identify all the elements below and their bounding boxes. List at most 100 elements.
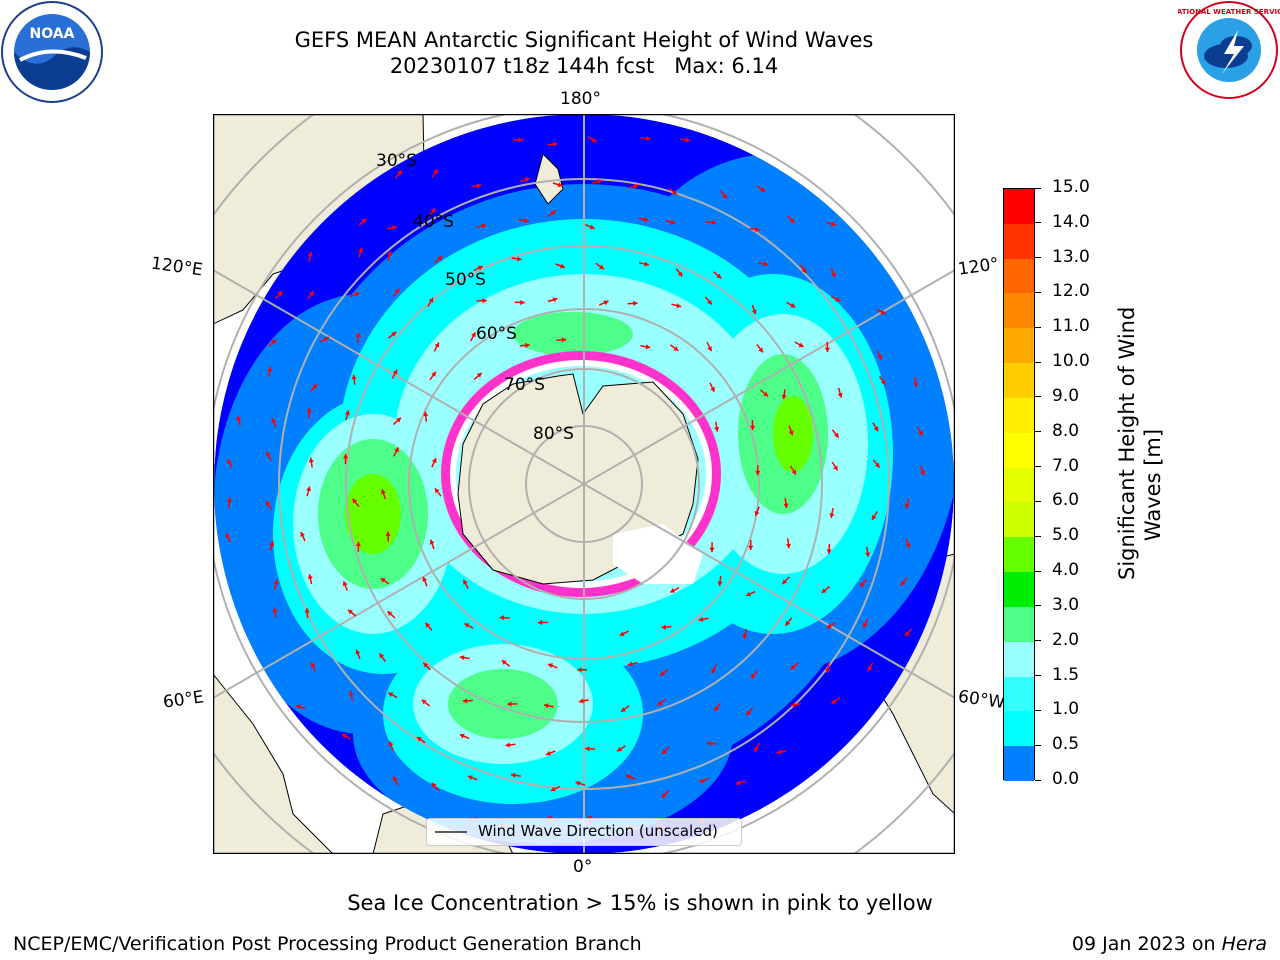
wind-arrow-head [722,193,727,199]
wind-arrow-head [560,263,565,269]
colorbar-tick-mark [1035,779,1041,781]
wind-arrow-head [267,366,273,372]
wind-arrow-head [225,533,231,539]
wind-arrow-head [710,386,715,392]
wind-arrow-head [416,737,422,742]
wind-arrow-head [546,750,551,756]
wind-arrow-head [428,297,434,303]
wind-arrow-head [717,581,723,586]
wind-arrow-head [392,225,397,231]
wind-arrow-head [617,746,623,752]
colorbar-tick-mark [1035,709,1041,711]
colorbar-tick-mark [1035,500,1041,502]
wind-arrow-head [342,734,347,739]
wind-arrow-head [867,666,873,672]
wind-arrow-head [307,574,313,579]
wind-arrow-head [552,141,558,147]
wind-arrow-head [507,701,512,707]
colorbar-cell [1004,502,1034,538]
colorbar-tick-mark [1035,535,1041,537]
colorbar-tick-mark [1035,675,1041,677]
wind-arrow-head [628,661,633,667]
wind-arrow-head [874,462,880,468]
wind-arrow-head [271,339,277,345]
colorbar-cell [1004,432,1034,469]
wind-arrow-head [388,741,394,747]
lat-label-70: 70°S [504,375,545,395]
wind-arrow-head [361,218,367,224]
colorbar-cell [1004,189,1034,225]
wind-arrow-head [905,543,911,549]
wind-arrow-head [880,379,886,385]
wind-arrow-head [904,503,910,509]
wind-arrow-head [603,300,609,306]
wind-arrow-head [589,224,595,230]
wind-arrow-head [429,539,435,545]
wind-arrow-head [699,778,705,783]
wind-arrow-head [824,347,830,352]
colorbar-tick-mark [1035,640,1041,642]
wind-arrow-head [236,415,242,421]
wind-arrow-head [304,608,310,613]
colorbar-tick-mark [1035,570,1041,572]
lon-label-0: 0° [573,857,593,877]
wind-arrow-head [471,332,476,338]
wind-arrow-head [482,298,487,304]
wind-arrow-head [646,135,651,141]
wind-arrow-head [755,470,761,476]
wind-arrow-head [860,582,865,588]
wind-arrow-head [430,208,436,214]
wind-arrow-head [746,591,752,597]
wind-arrow-head [711,668,717,674]
wind-arrow-head [323,337,329,342]
chart-title: GEFS MEAN Antarctic Significant Height o… [0,27,1168,79]
colorbar-tick-label: 15.0 [1052,177,1090,197]
wind-arrow-head [524,218,529,224]
wind-arrow-head [550,210,556,216]
wind-arrow-head [599,264,604,270]
wind-arrow-head [619,631,625,636]
wind-arrow-head [751,309,757,315]
colorbar-tick-label: 9.0 [1052,385,1080,406]
wind-arrow-head [785,620,791,626]
wind-arrow-head [394,288,400,294]
wind-arrow-head [591,137,597,142]
colorbar-tick-mark [1035,326,1041,328]
wind-arrow-head [763,391,769,397]
colorbar-label-line1: Significant Height of Wind [1115,306,1139,580]
wind-arrow-head [295,704,301,710]
wind-arrow-head [510,772,516,778]
wind-arrow-head [355,649,361,655]
legend-label: Wind Wave Direction (unscaled) [478,822,718,840]
wind-arrow-head [434,488,440,494]
wind-arrow-head [387,611,393,616]
wind-arrow-head [537,619,543,626]
nws-logo: NATIONAL WEATHER SERVICE [1171,0,1280,100]
new-zealand-land [534,153,564,205]
colorbar-tick-mark [1035,466,1041,468]
wind-arrow-head [423,662,429,668]
wind-arrow-head [742,634,748,639]
wind-arrow-head [397,170,402,176]
colorbar-tick-label: 7.0 [1052,455,1080,476]
wind-arrow-head [751,673,756,679]
wind-arrow-head [633,300,638,306]
wind-arrow-head [801,268,807,274]
lat-label-30: 30°S [376,151,417,171]
colorbar-cell [1004,293,1034,329]
wind-arrow-head [226,497,232,503]
nws-logo-text: NATIONAL WEATHER SERVICE [1178,8,1280,16]
wind-arrow-head [381,489,386,495]
wind-arrow-head [557,182,563,188]
wind-arrow-head [872,514,877,520]
wind-arrow-head [709,547,715,553]
wind-arrow-head [711,219,716,225]
wind-arrow-head [673,346,679,351]
wind-arrow-head [735,780,741,786]
wind-arrow-head [525,342,530,348]
wind-arrow-head [431,458,437,464]
wind-arrow-head [633,183,639,189]
wind-arrow-head [467,775,473,781]
wind-arrow-head [462,698,468,704]
wind-arrow-head [437,256,442,262]
